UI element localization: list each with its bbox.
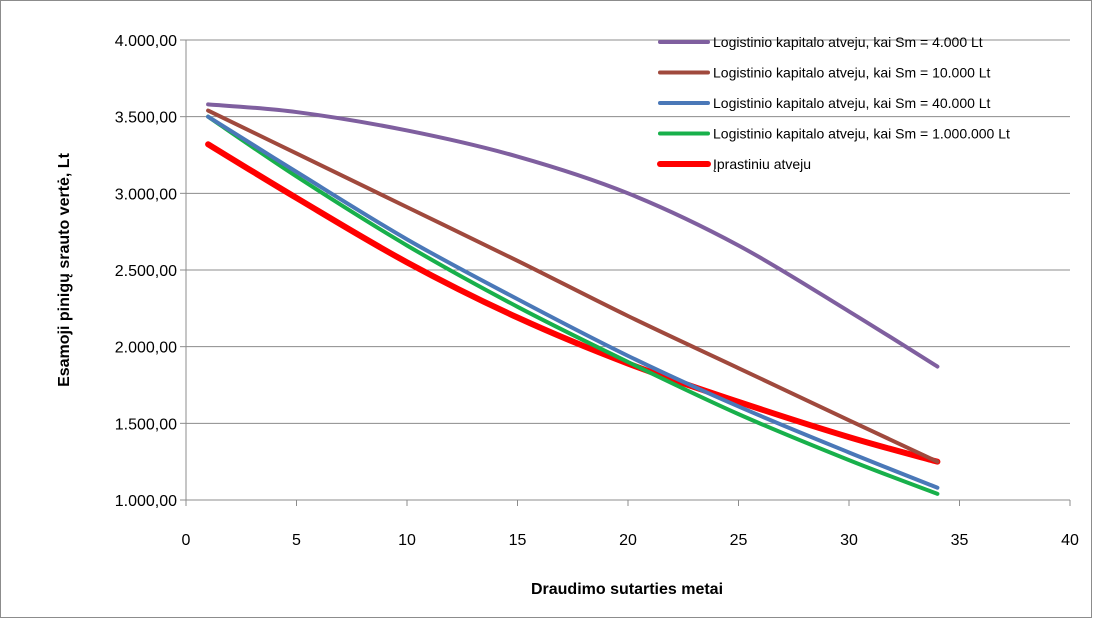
y-tick-label: 3.500,00 — [115, 110, 177, 127]
x-axis-title: Draudimo sutarties metai — [531, 581, 723, 598]
legend-label-2: Logistinio kapitalo atveju, kai Sm = 10.… — [713, 65, 991, 81]
series-line-5 — [205, 141, 941, 465]
x-tick-label: 5 — [292, 532, 301, 549]
series-line-2 — [206, 108, 940, 464]
x-tick-label: 35 — [951, 532, 969, 549]
legend: Logistinio kapitalo atveju, kai Sm = 4.0… — [657, 34, 1010, 172]
y-axis-title: Esamoji pinigų srauto vertė, Lt — [56, 152, 73, 386]
x-tick-label: 0 — [182, 532, 191, 549]
x-tick-label: 15 — [509, 532, 527, 549]
y-tick-label: 1.000,00 — [115, 493, 177, 510]
legend-label-3: Logistinio kapitalo atveju, kai Sm = 40.… — [713, 95, 991, 111]
y-tick-label: 3.000,00 — [115, 186, 177, 203]
legend-label-1: Logistinio kapitalo atveju, kai Sm = 4.0… — [713, 34, 983, 50]
axes — [180, 39, 1071, 506]
y-tick-label: 2.500,00 — [115, 263, 177, 280]
x-tick-label: 20 — [619, 532, 637, 549]
series-line-3 — [206, 114, 940, 490]
x-tick-label: 40 — [1061, 532, 1079, 549]
legend-label-4: Logistinio kapitalo atveju, kai Sm = 1.0… — [713, 126, 1010, 142]
legend-label-5: Įprastiniu atveju — [713, 156, 811, 172]
tick-labels: 1.000,00 1.500,00 2.000,00 2.500,00 3.000,00… — [115, 33, 1079, 549]
series-lines — [205, 102, 941, 496]
y-tick-label: 1.500,00 — [115, 416, 177, 433]
x-tick-label: 10 — [398, 532, 416, 549]
series-line-4 — [206, 114, 940, 496]
y-tick-label: 4.000,00 — [115, 33, 177, 50]
x-tick-label: 30 — [840, 532, 858, 549]
y-tick-label: 2.000,00 — [115, 340, 177, 357]
x-tick-label: 25 — [730, 532, 748, 549]
series-line-1 — [206, 102, 940, 369]
